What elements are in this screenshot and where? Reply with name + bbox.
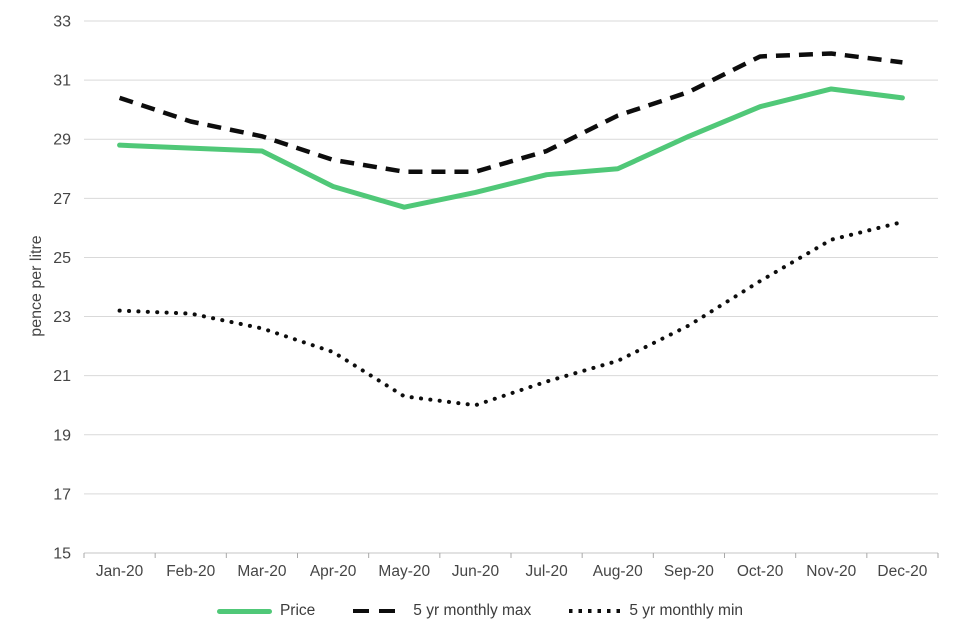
x-axis-label: Jun-20 [452, 563, 500, 580]
y-axis-title: pence per litre [28, 235, 45, 337]
legend-item-min: 5 yr monthly min [569, 602, 743, 620]
y-axis-tick-label: 27 [53, 191, 71, 208]
legend-item-max: 5 yr monthly max [353, 602, 531, 620]
line-chart-plot: 15 17 19 21 23 25 27 29 31 33 Jan-20 Feb-20 Mar-20 Ap… [53, 14, 939, 580]
y-axis-tick-label: 15 [53, 546, 71, 563]
y-axis-tick-label: 23 [53, 309, 71, 326]
legend-label-min: 5 yr monthly min [629, 602, 744, 619]
x-axis-labels: Jan-20 Feb-20 Mar-20 Apr-20 May-20 Jun-20 Jul-… [96, 563, 928, 580]
series-line-dotted [117, 219, 905, 408]
x-axis-label: May-20 [378, 563, 430, 580]
x-axis-label: Nov-20 [806, 563, 856, 580]
max-line-swatch [353, 608, 406, 614]
y-axis-tick-label: 33 [53, 14, 71, 31]
legend-label-price: Price [279, 602, 316, 619]
series-line-solid [117, 86, 905, 210]
price-line-swatch [216, 608, 272, 614]
y-axis-labels: 15 17 19 21 23 25 27 29 31 33 [53, 14, 71, 563]
y-axis-tick-label: 19 [53, 427, 71, 444]
legend-label-max: 5 yr monthly max [413, 602, 532, 619]
series-line-dashed [118, 51, 903, 174]
x-axis-label: Feb-20 [166, 563, 215, 580]
y-axis-tick-label: 17 [53, 486, 71, 503]
x-axis-label: Aug-20 [593, 563, 643, 580]
x-axis [83, 552, 939, 558]
y-axis-tick-label: 25 [53, 250, 71, 267]
x-axis-label: Sep-20 [664, 563, 714, 580]
y-axis-tick-label: 29 [53, 132, 71, 149]
x-axis-label: Oct-20 [737, 563, 784, 580]
x-axis-label: Jul-20 [525, 563, 568, 580]
x-axis-label: Dec-20 [877, 563, 927, 580]
y-axis-tick-label: 21 [53, 368, 71, 385]
chart-legend: Price 5 yr monthly max 5 yr monthly min [0, 596, 960, 626]
min-line-swatch [569, 609, 622, 613]
y-axis-tick-label: 31 [53, 73, 71, 90]
x-axis-label: Apr-20 [310, 563, 357, 580]
gridlines [84, 20, 938, 495]
legend-item-price: Price [216, 602, 316, 620]
x-axis-label: Mar-20 [237, 563, 286, 580]
x-axis-label: Jan-20 [96, 563, 144, 580]
